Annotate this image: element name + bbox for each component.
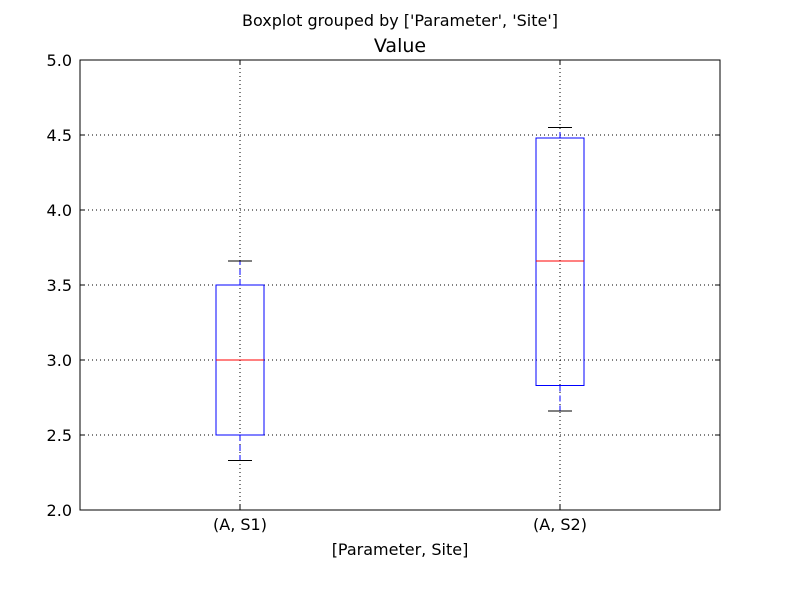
y-tick-label: 2.0	[47, 501, 72, 520]
chart-suptitle: Boxplot grouped by ['Parameter', 'Site']	[242, 11, 558, 30]
tick-layer: 2.0 2.5 3.0 3.5 4.0 4.5 5.0 (A, S1) (A, S2)	[47, 51, 720, 534]
y-tick-label: 3.5	[47, 276, 72, 295]
box-iqr	[535, 137, 585, 386]
grid-layer	[80, 60, 720, 510]
x-tick-label: (A, S2)	[533, 515, 587, 534]
y-tick-label: 4.5	[47, 126, 72, 145]
plot-frame	[79, 59, 721, 511]
y-tick-label: 4.0	[47, 201, 72, 220]
y-tick-label: 2.5	[47, 426, 72, 445]
y-tick-label: 5.0	[47, 51, 72, 70]
box-layer	[215, 127, 585, 461]
x-tick-label: (A, S1)	[213, 515, 267, 534]
y-tick-label: 3.0	[47, 351, 72, 370]
chart-title: Value	[374, 35, 426, 57]
x-axis-label: [Parameter, Site]	[332, 540, 469, 559]
